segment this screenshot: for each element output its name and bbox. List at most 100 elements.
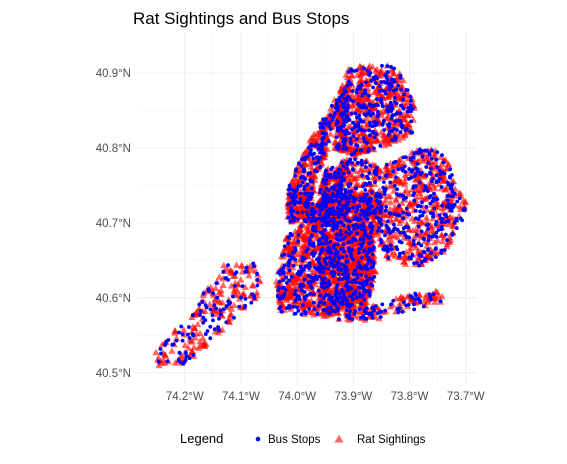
bus-stop-point	[323, 204, 328, 209]
bus-stop-point	[353, 125, 357, 130]
bus-stop-point	[386, 123, 390, 127]
rat-sighting-point	[278, 287, 286, 294]
bus-stop-point	[306, 193, 310, 198]
bus-stop-point	[351, 223, 355, 228]
bus-stop-point	[429, 257, 434, 262]
bus-stop-point	[341, 139, 346, 144]
bus-stop-point	[355, 231, 359, 236]
rat-sighting-point	[380, 107, 388, 114]
bus-stop-point	[346, 240, 351, 245]
bus-stop-point	[349, 82, 354, 87]
bus-stop-point	[375, 97, 379, 102]
bus-stop-point	[251, 261, 256, 266]
rat-sighting-point	[188, 313, 196, 320]
bus-stop-point	[331, 244, 336, 249]
bus-stop-point	[310, 227, 315, 232]
bus-stop-point	[452, 220, 457, 225]
bus-stop-point	[291, 209, 296, 213]
bus-stop-point	[344, 218, 349, 222]
bus-stop-point	[370, 224, 375, 229]
rat-sighting-point	[200, 341, 208, 349]
bus-stop-point	[359, 255, 364, 260]
bus-stop-point	[377, 200, 382, 205]
bus-stop-point	[393, 137, 398, 142]
bus-stop-point	[379, 222, 384, 227]
rat-sighting-point	[416, 176, 424, 183]
bus-stop-point	[291, 192, 296, 197]
bus-stop-point	[344, 308, 349, 312]
rat-sighting-point	[364, 95, 372, 103]
bus-stop-point	[373, 180, 377, 185]
bus-stop-point	[341, 171, 346, 176]
bus-stop-point	[419, 148, 424, 153]
bus-stop-point	[426, 161, 431, 165]
bus-stop-point	[322, 181, 327, 186]
bus-stop-point	[296, 217, 300, 222]
bus-stop-point	[412, 261, 416, 266]
bus-stop-point	[425, 189, 430, 194]
bus-stop-point	[353, 280, 358, 284]
bus-stop-point	[436, 228, 441, 232]
bus-stop-point	[432, 292, 436, 297]
bus-stop-point	[335, 250, 340, 255]
bus-stop-point	[388, 105, 393, 109]
bus-stop-point	[378, 315, 383, 319]
bus-stop-point	[380, 104, 385, 108]
bus-stop-point	[367, 102, 372, 107]
rat-sighting-point	[227, 305, 236, 312]
bus-stop-point	[226, 263, 230, 268]
bus-stop-point	[455, 199, 460, 204]
bus-stop-point	[396, 310, 401, 315]
bus-stop-point	[383, 80, 388, 85]
bus-stop-point	[309, 148, 313, 153]
bus-stop-point	[322, 296, 326, 301]
bus-stop-point	[297, 161, 301, 166]
bus-stop-point	[412, 151, 417, 156]
bus-stop-point	[356, 123, 360, 128]
bus-stop-point	[368, 230, 373, 235]
bus-stop-point	[324, 186, 329, 191]
bus-stop-point	[355, 207, 360, 212]
bus-stop-point	[286, 192, 291, 197]
bus-stop-point	[289, 275, 294, 279]
y-tick-label: 40.9°N	[96, 68, 131, 80]
rat-sighting-point	[441, 186, 449, 193]
rat-sighting-point	[381, 200, 389, 207]
rat-sighting-point	[411, 217, 419, 224]
rat-sighting-point	[238, 262, 246, 270]
bus-stop-point	[319, 300, 323, 304]
bus-stop-point	[177, 330, 181, 335]
bus-stop-point	[331, 206, 335, 211]
bus-stop-point	[318, 150, 323, 155]
bus-stop-point	[359, 302, 363, 306]
bus-stop-point	[392, 66, 396, 71]
bus-stop-point	[294, 167, 299, 172]
bus-stop-point	[276, 293, 280, 298]
bus-stop-point	[369, 282, 374, 287]
bus-stop-point	[174, 338, 179, 343]
rat-sighting-point	[366, 62, 374, 69]
bus-stop-point	[420, 154, 425, 159]
bus-stop-point	[308, 151, 313, 156]
bus-stop-point	[329, 167, 334, 172]
bus-stop-point	[306, 247, 310, 252]
bus-stop-point	[361, 136, 366, 140]
bus-stop-point	[370, 315, 375, 320]
bus-stop-point	[341, 146, 345, 151]
bus-stop-point	[300, 210, 305, 215]
bus-stop-point	[365, 267, 370, 271]
rat-sighting-point	[433, 236, 442, 244]
bus-stop-point	[325, 215, 330, 220]
bus-stop-point	[287, 183, 292, 188]
bus-stop-point	[296, 239, 301, 244]
rat-sighting-point	[429, 182, 437, 189]
bus-stop-point	[327, 188, 331, 193]
bus-stop-point	[410, 253, 415, 258]
bus-stop-point	[317, 242, 321, 247]
rat-sighting-point	[349, 102, 357, 109]
bus-stop-point	[328, 255, 332, 260]
bus-stop-point	[418, 209, 422, 214]
bus-stop-point	[438, 172, 443, 176]
bus-stop-point	[346, 103, 350, 107]
bus-stop-point	[331, 257, 336, 262]
